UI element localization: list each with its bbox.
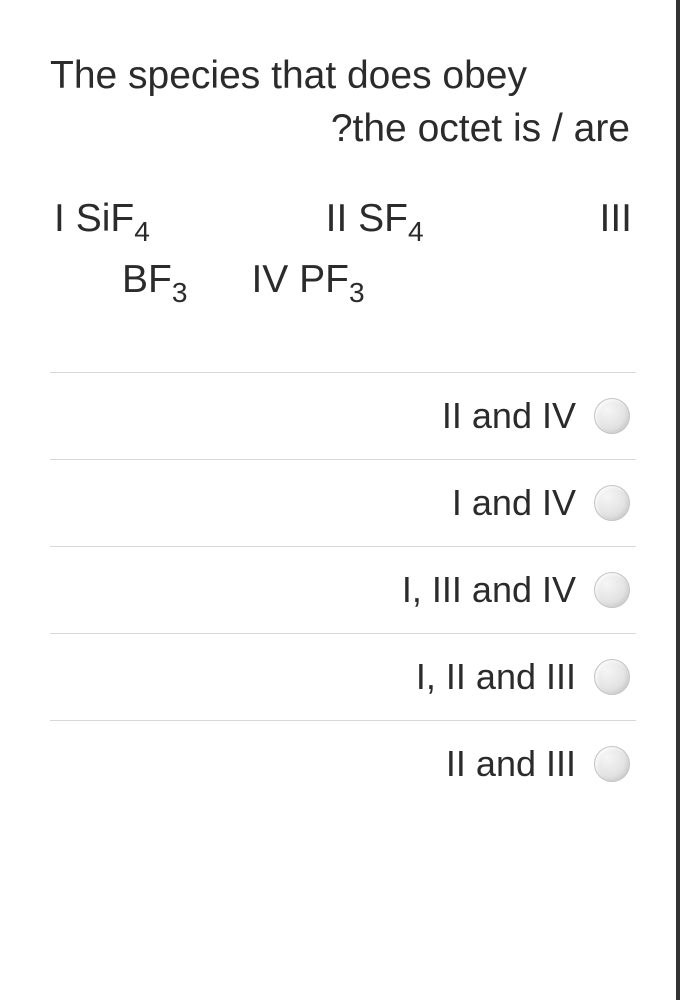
species-row-1: I SiF4 II SF4 III (50, 191, 636, 252)
species-roman: II (326, 197, 348, 240)
species-formula-base: SiF (76, 197, 135, 240)
species-row-2: BF3 IV PF3 (50, 252, 636, 313)
option-row[interactable]: I, III and IV (50, 547, 636, 634)
option-row[interactable]: I, II and III (50, 634, 636, 721)
option-row[interactable]: II and III (50, 721, 636, 807)
species-item-1: I SiF4 (54, 191, 150, 252)
species-formula-base: PF (299, 258, 349, 301)
species-item-5: IV PF3 (251, 252, 364, 313)
option-row[interactable]: II and IV (50, 373, 636, 460)
option-row[interactable]: I and IV (50, 460, 636, 547)
species-item-4: BF3 (122, 252, 187, 313)
species-item-3: III (599, 191, 632, 252)
radio-icon[interactable] (594, 746, 630, 782)
species-roman: I (54, 197, 65, 240)
option-label: II and III (446, 743, 576, 785)
question-line-2: ?the octet is / are (50, 103, 630, 156)
species-formula-sub: 4 (134, 216, 150, 247)
species-item-2: II SF4 (326, 191, 424, 252)
radio-icon[interactable] (594, 572, 630, 608)
option-label: I, III and IV (402, 569, 576, 611)
species-roman: IV (251, 258, 288, 301)
question-line-1: The species that does obey (50, 50, 630, 103)
species-formula-base: SF (358, 197, 408, 240)
species-formula-base: BF (122, 258, 172, 301)
species-formula-sub: 3 (172, 277, 188, 308)
quiz-page: The species that does obey ?the octet is… (0, 0, 680, 1000)
species-formula-sub: 4 (408, 216, 424, 247)
radio-icon[interactable] (594, 485, 630, 521)
species-formula-sub: 3 (349, 277, 365, 308)
option-label: I, II and III (416, 656, 576, 698)
species-roman: III (599, 197, 632, 240)
species-block: I SiF4 II SF4 III BF3 IV PF3 (50, 191, 636, 312)
options-list: II and IV I and IV I, III and IV I, II a… (50, 372, 636, 807)
option-label: II and IV (442, 395, 576, 437)
radio-icon[interactable] (594, 398, 630, 434)
question-stem: The species that does obey ?the octet is… (50, 50, 636, 155)
option-label: I and IV (452, 482, 576, 524)
radio-icon[interactable] (594, 659, 630, 695)
